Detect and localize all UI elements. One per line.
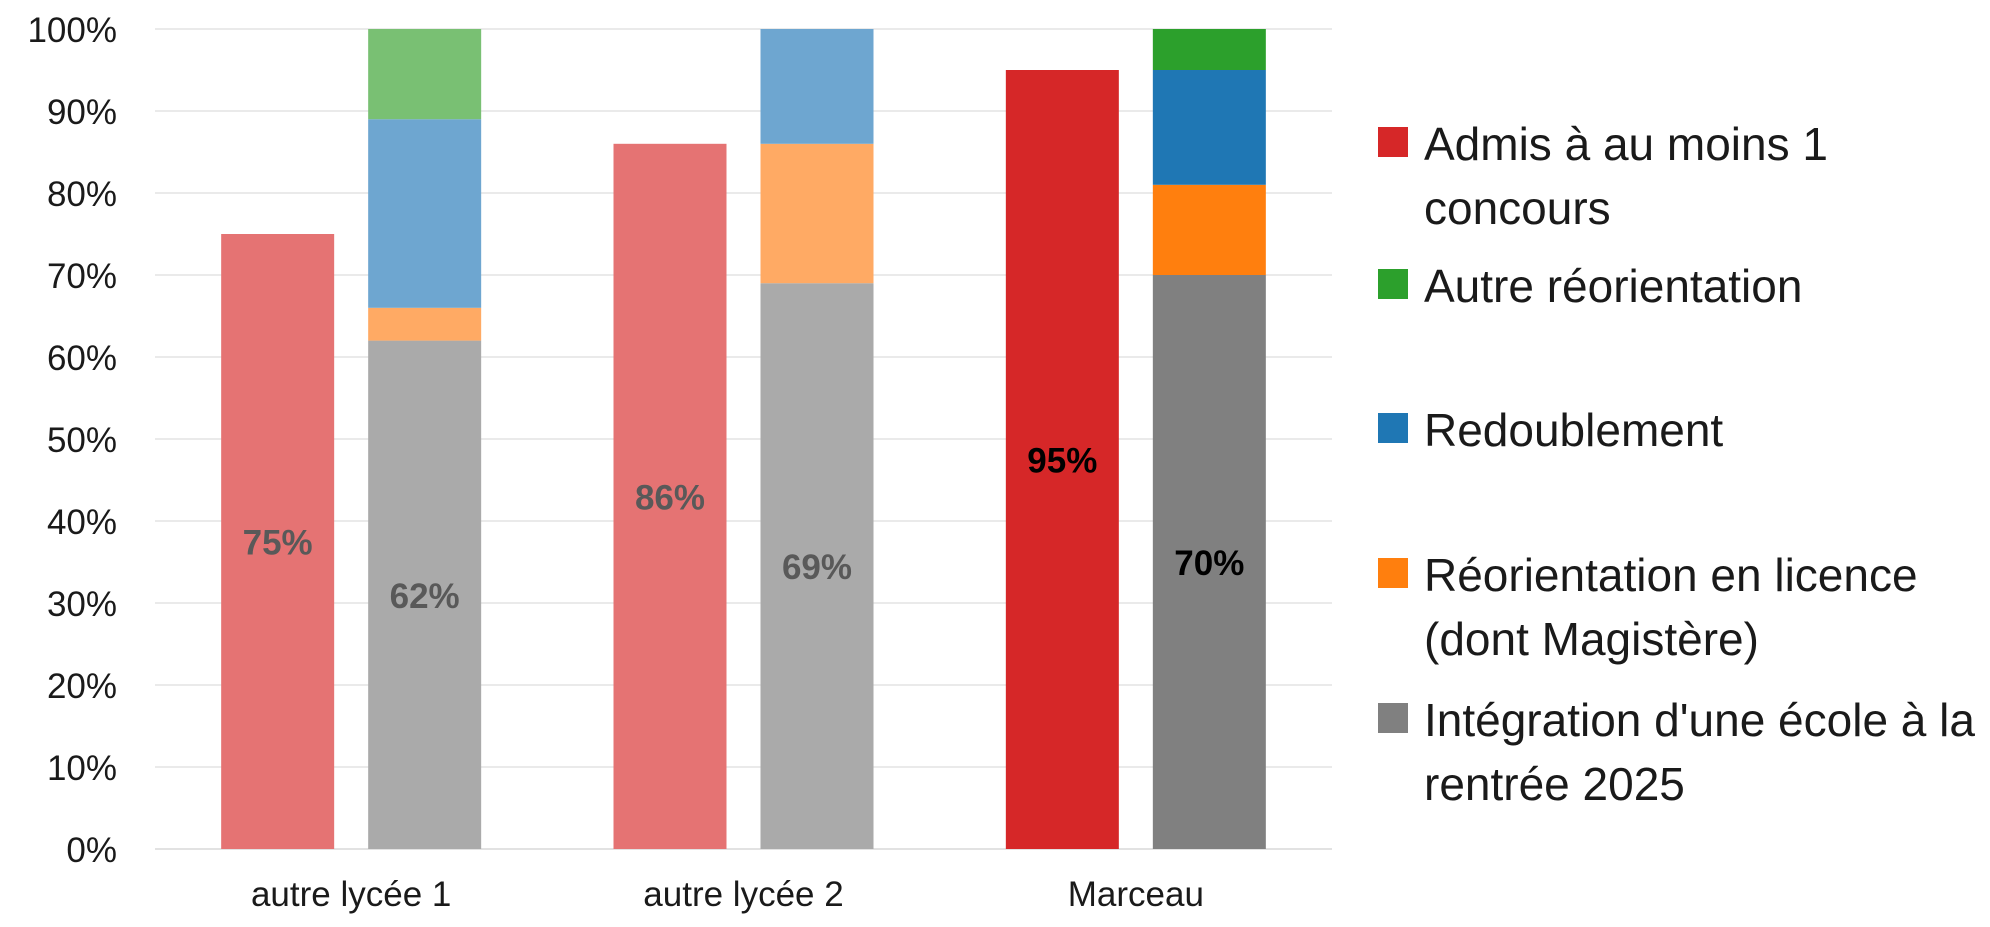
y-tick-label: 90%: [47, 93, 117, 132]
x-category-label: Marceau: [1068, 875, 1204, 914]
y-tick-label: 80%: [47, 175, 117, 214]
legend-swatch-integration: [1378, 703, 1408, 733]
legend: Admis à au moins 1 concours Autre réorie…: [1378, 0, 1990, 922]
bar-segment: [368, 29, 482, 120]
data-label-admis: 75%: [243, 524, 313, 563]
data-label-segment: 62%: [390, 577, 460, 616]
bar-admis: [221, 234, 335, 849]
legend-label-autre-reorientation: Autre réorientation: [1424, 260, 1803, 312]
y-tick-label: 70%: [47, 257, 117, 296]
legend-item-autre-reorientation: Autre réorientation: [1378, 254, 1802, 318]
legend-swatch-reorientation-licence: [1378, 558, 1408, 588]
bar-segment: [1152, 184, 1266, 275]
legend-swatch-admis: [1378, 127, 1408, 157]
bar-segment: [368, 307, 482, 341]
bar-segment: [368, 119, 482, 308]
x-category-label: autre lycée 1: [251, 875, 451, 914]
data-label-admis: 86%: [635, 478, 705, 517]
legend-item-reorientation-licence: Réorientation en licence (dont Magistère…: [1378, 543, 1990, 671]
y-tick-label: 20%: [47, 667, 117, 706]
y-tick-label: 50%: [47, 421, 117, 460]
legend-item-admis: Admis à au moins 1 concours: [1378, 112, 1990, 240]
bar-segment: [760, 29, 874, 144]
legend-label-reorientation-licence: Réorientation en licence (dont Magistère…: [1424, 549, 1918, 665]
y-tick-label: 40%: [47, 503, 117, 542]
y-tick-label: 0%: [66, 831, 117, 870]
data-label-admis: 95%: [1027, 442, 1097, 481]
bar-segment: [1152, 275, 1266, 849]
bar-segment: [1152, 29, 1266, 70]
y-tick-label: 10%: [47, 749, 117, 788]
bar-admis: [613, 143, 727, 850]
y-tick-label: 30%: [47, 585, 117, 624]
legend-item-integration: Intégration d'une école à la rentrée 202…: [1378, 688, 1990, 816]
legend-label-redoublement: Redoublement: [1424, 404, 1724, 456]
data-label-segment: 70%: [1174, 544, 1244, 583]
y-tick-label: 60%: [47, 339, 117, 378]
legend-swatch-redoublement: [1378, 413, 1408, 443]
bar-segment: [1152, 70, 1266, 185]
bar-segment: [760, 283, 874, 849]
y-tick-label: 100%: [27, 11, 117, 50]
bar-segment: [760, 143, 874, 284]
data-label-segment: 69%: [782, 548, 852, 587]
legend-item-redoublement: Redoublement: [1378, 398, 1723, 462]
stacked-bar-chart: 0% 10% 20% 30% 40% 50% 60% 70% 80% 90% 100% 75% 62% a…: [27, 11, 1332, 914]
legend-swatch-autre-reorientation: [1378, 269, 1408, 299]
bar-admis: [1005, 70, 1119, 849]
bar-segment: [368, 340, 482, 849]
legend-label-integration: Intégration d'une école à la rentrée 202…: [1424, 694, 1975, 810]
x-category-label: autre lycée 2: [643, 875, 843, 914]
legend-label-admis: Admis à au moins 1 concours: [1424, 118, 1828, 234]
